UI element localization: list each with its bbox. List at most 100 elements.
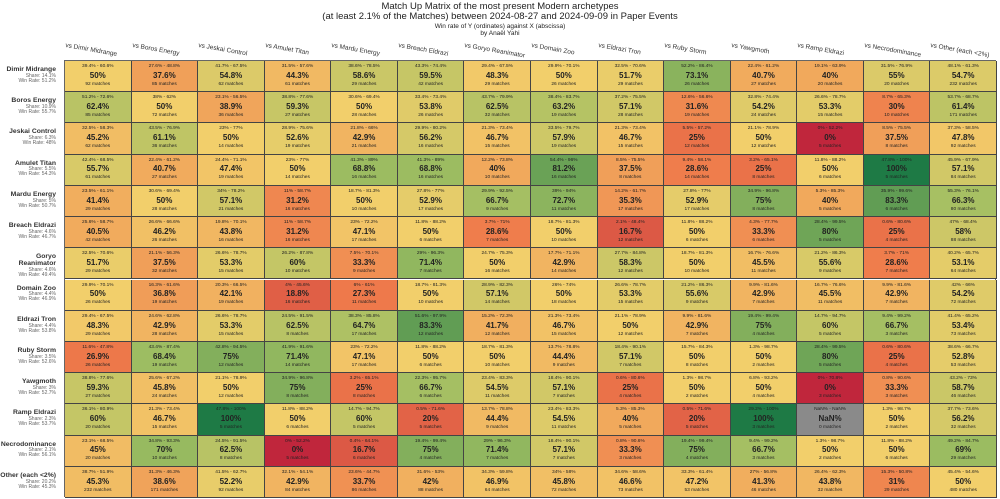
cell-win-rate: 40% [822, 195, 839, 205]
row-label: Dimir Midrange Share: 14.1% Win Rate: 51.2… [0, 66, 56, 84]
heatmap-cell: 23.4% - 83.3% 54.5% 11 matches [531, 404, 598, 436]
cell-win-rate: 61.1% [153, 133, 176, 143]
cell-confidence-interval: 27.7% - 84.8% [614, 251, 647, 257]
cell-confidence-interval: 11.8% - 88.2% [681, 220, 713, 226]
row-label-share: Share: 10.9% [25, 104, 56, 110]
cell-confidence-interval: 23% - 72.2% [350, 220, 378, 226]
cell-match-count: 86 matches [351, 487, 377, 493]
heatmap-cell: 43.4% - 87.4% 68.4% 19 matches [131, 341, 199, 374]
cell-match-count: 15 matches [617, 144, 643, 150]
cell-confidence-interval: 8.5% - 75.5% [882, 126, 912, 132]
cell-match-count: 17 matches [684, 206, 710, 212]
row-label-share: Share: 3% [32, 384, 56, 391]
cell-win-rate: 66.7% [752, 445, 775, 455]
heatmap-cell: 34.9% - 96.8% 75% 8 matches [730, 185, 798, 218]
cell-confidence-interval: 21.1% - 78.9% [747, 126, 780, 132]
heatmap-cell: 41.7% - 67.5% 54.8% 62 matches [198, 61, 265, 93]
cell-win-rate: 50% [822, 164, 839, 174]
cell-match-count: 62 matches [218, 81, 244, 87]
cell-confidence-interval: 4% - 45.6% [285, 282, 310, 288]
cell-win-rate: 62.4% [86, 102, 110, 111]
cell-match-count: 6 matches [419, 362, 442, 368]
heatmap-cell: 18.7% - 81.3% 50% 10 matches [331, 185, 398, 218]
cell-confidence-interval: 42.8% - 94.5% [215, 344, 247, 350]
cell-win-rate: 50% [356, 102, 373, 111]
cell-match-count: 15 matches [817, 113, 843, 118]
cell-win-rate: 25% [888, 351, 905, 361]
cell-win-rate: 56.2% [419, 133, 442, 143]
heatmap-cell: 33.5% - 79.7% 57.9% 19 matches [531, 123, 598, 155]
cell-match-count: 14 matches [551, 269, 577, 275]
heatmap-cell: 21.1% - 78.9% 50% 12 matches [198, 373, 265, 405]
cell-match-count: 26 matches [151, 237, 177, 243]
cell-match-count: 29 matches [950, 456, 976, 462]
cell-win-rate: 53.3% [219, 258, 243, 268]
cell-win-rate: 25% [622, 382, 639, 392]
heatmap-cell: 27.8% - 77% 52.9% 17 matches [664, 185, 731, 218]
cell-confidence-interval: 34.9% - 96.8% [281, 376, 314, 382]
cell-confidence-interval: 26.4% - 62.3% [814, 469, 846, 475]
cell-win-rate: 52.2% [219, 476, 243, 486]
cell-win-rate: 50% [156, 195, 173, 205]
cell-win-rate: 60% [822, 320, 839, 330]
cell-confidence-interval: 18.4% - 90.1% [614, 344, 647, 350]
heatmap-cell: 3.7% - 71% 28.6% 7 matches [863, 248, 931, 280]
cell-confidence-interval: 29.2% - 100% [748, 407, 779, 413]
cell-match-count: 85 matches [151, 81, 177, 87]
cell-match-count: 171 matches [150, 487, 179, 493]
cell-confidence-interval: 28.4% - 99.5% [814, 220, 846, 226]
cell-match-count: 2 matches [818, 456, 842, 462]
row-label: Boros Energy Share: 10.9% Win Rate: 55.7% [0, 97, 56, 115]
heatmap-cell: 35.9% - 99.6% 83.3% 6 matches [863, 185, 931, 218]
cell-win-rate: 66.7% [885, 320, 908, 330]
cell-confidence-interval: 11% - 58.7% [283, 188, 312, 194]
heatmap-cell: 31.5% - 76.9% 55% 20 matches [863, 61, 931, 93]
cell-match-count: 7 matches [685, 331, 708, 337]
heatmap-cell: 11% - 58.7% 31.2% 16 matches [264, 217, 332, 249]
cell-match-count: 6 matches [752, 237, 775, 243]
cell-confidence-interval: 3.7% - 71% [484, 220, 510, 226]
cell-match-count: 9 matches [486, 425, 509, 431]
cell-win-rate: 53.4% [951, 320, 975, 330]
cell-match-count: 7 matches [885, 300, 908, 306]
column-header: vs Eldrazi Tron [597, 42, 641, 57]
cell-win-rate: 62.5% [286, 320, 309, 330]
cell-match-count: 6 matches [885, 206, 908, 212]
cell-confidence-interval: 26.6% - 78.7% [215, 313, 247, 319]
cell-confidence-interval: 5.3% - 85.3% [815, 188, 845, 194]
cell-match-count: 84 matches [285, 487, 310, 493]
heatmap-cell: 43.2% - 73% 58.7% 46 matches [930, 373, 997, 405]
cell-match-count: 88 matches [418, 487, 444, 493]
heatmap-cell: 24.5% - 91.5% 62.5% 8 matches [264, 310, 332, 342]
cell-win-rate: 44.4% [552, 351, 576, 361]
column-header: vs Domain Zoo [530, 42, 576, 57]
cell-confidence-interval: 21.3% - 73.4% [614, 126, 647, 132]
cell-confidence-interval: 51.2% - 72.6% [82, 95, 114, 101]
cell-confidence-interval: 9.9% - 81.6% [682, 313, 712, 319]
cell-match-count: 28 matches [617, 113, 643, 118]
cell-win-rate: 66.7% [419, 382, 442, 392]
heatmap-cell: 31.6% - 53% 42% 88 matches [397, 466, 465, 498]
cell-match-count: 17 matches [351, 237, 377, 243]
column-header: vs Breach Eldrazi [397, 42, 449, 58]
cell-confidence-interval: 21.1% - 56.3% [148, 251, 181, 257]
heatmap-cell: 23% - 77% 50% 14 matches [264, 154, 332, 186]
cell-win-rate: 46.9% [485, 476, 509, 486]
cell-win-rate: 57.1% [219, 195, 243, 205]
heatmap-cell: 41.5% - 62.7% 52.2% 92 matches [198, 466, 265, 498]
cell-match-count: 29 matches [85, 331, 111, 337]
cell-confidence-interval: 29.4% - 67.5% [82, 313, 114, 319]
cell-confidence-interval: 54.4% - 96% [550, 157, 578, 163]
cell-win-rate: 57.1% [552, 382, 576, 392]
heatmap-cell: 21.1% - 56.3% 37.5% 32 matches [131, 248, 199, 280]
heatmap-cell: 0.8% - 90.6% 33.3% 3 matches [597, 435, 665, 467]
heatmap-cell: 41.3% - 89% 68.8% 16 matches [397, 154, 465, 186]
cell-match-count: 12 matches [684, 144, 710, 150]
cell-win-rate: 40% [489, 164, 506, 174]
cell-match-count: 27 matches [151, 175, 177, 181]
heatmap-cell: 11.6% - 47.8% 26.9% 26 matches [65, 341, 132, 374]
cell-confidence-interval: 30.6% - 69.4% [348, 95, 380, 101]
heatmap-cell: 30.6% - 69.4% 50% 28 matches [331, 92, 398, 124]
heatmap-cell: 8.5% - 75.5% 37.5% 8 matches [597, 154, 665, 186]
cell-match-count: 10 matches [484, 362, 510, 368]
